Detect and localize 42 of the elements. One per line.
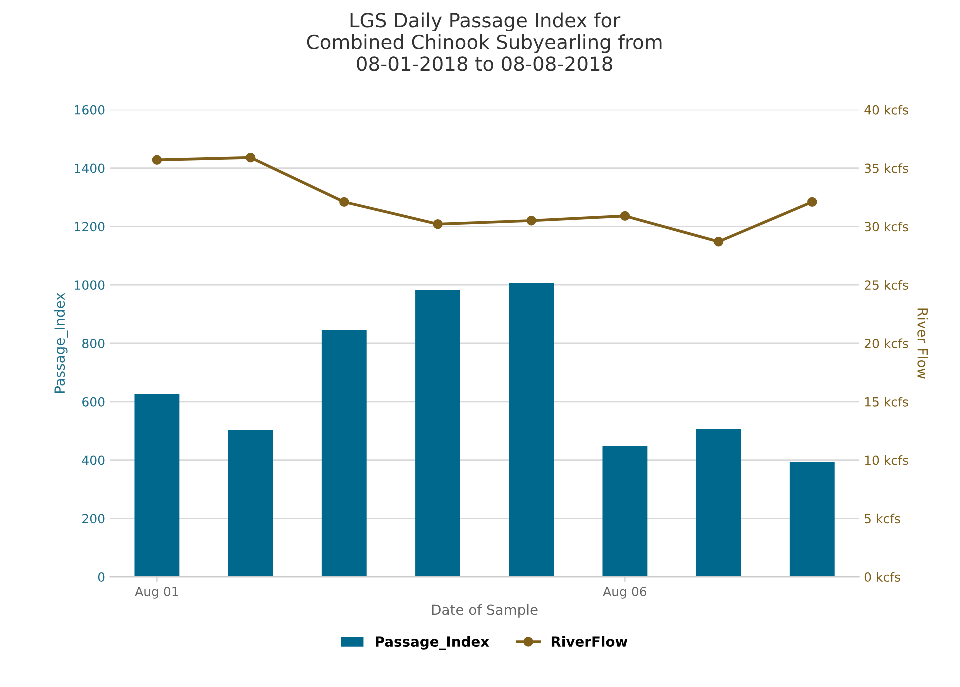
x-tick-label: Aug 06	[603, 587, 647, 599]
y-tick-label: 0	[98, 572, 105, 582]
point	[620, 211, 630, 222]
y-tick-label: 600	[82, 397, 105, 407]
point	[526, 216, 536, 226]
legend-label: Passage_Index	[376, 636, 490, 650]
point	[714, 237, 724, 247]
point	[246, 152, 256, 163]
y2-axis-title: River Flow	[918, 308, 928, 379]
bar	[322, 330, 367, 578]
bar	[134, 394, 180, 578]
y2-tick-label: 0 kcfs	[864, 572, 900, 582]
bar	[509, 283, 554, 578]
point	[340, 197, 350, 208]
y-tick-label: 1200	[75, 222, 105, 232]
point	[808, 197, 818, 208]
y-tick-label: 400	[82, 456, 105, 466]
y2-tick-label: 40 kcfs	[864, 105, 908, 115]
y2-tick-label: 30 kcfs	[865, 222, 908, 232]
y-tick-label: 1000	[75, 280, 105, 290]
bar	[790, 462, 835, 578]
y2-tick-label: 35 kcfs	[865, 164, 908, 174]
bar	[228, 430, 274, 578]
y-tick-label: 1400	[75, 164, 105, 174]
y2-tick-label: 25 kcfs	[864, 280, 908, 290]
y-axis-title: Passage_Index	[54, 293, 68, 394]
y-tick-label: 800	[82, 338, 105, 348]
y-tick-label: 1600	[75, 105, 105, 115]
point	[152, 155, 162, 165]
bar	[696, 429, 742, 578]
point	[433, 220, 443, 230]
bar	[602, 446, 648, 578]
x-axis-title: Date of Sample	[432, 604, 538, 618]
y2-tick-label: 20 kcfs	[864, 338, 908, 348]
chart-title: LGS Daily Passage Index for Combined Chinook Subyearling from 08-01-2018 to 08-08-2018	[307, 12, 662, 72]
y2-tick-label: 15 kcfs	[865, 397, 908, 407]
y2-tick-label: 5 kcfs	[865, 514, 900, 524]
x-tick-label: Aug 01	[135, 587, 178, 599]
bar	[416, 290, 460, 578]
y2-tick-label: 10 kcfs	[865, 456, 908, 466]
legend-label: RiverFlow	[552, 636, 628, 648]
y-tick-label: 200	[82, 514, 105, 524]
